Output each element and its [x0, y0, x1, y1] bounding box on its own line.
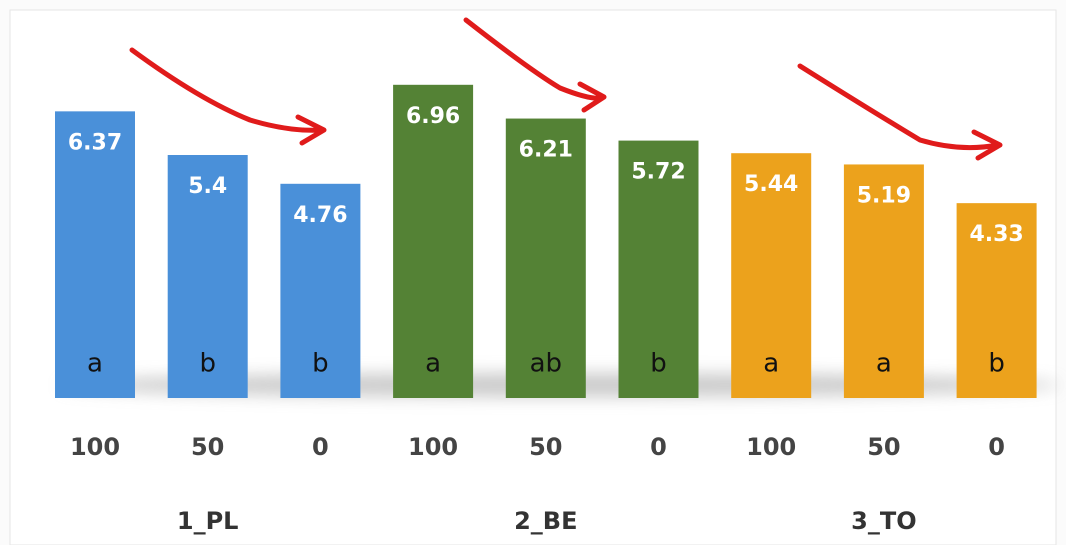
- letter-label: a: [425, 349, 441, 379]
- x-tick-label: 50: [191, 433, 224, 461]
- value-label: 6.21: [519, 138, 573, 163]
- x-tick-label: 0: [988, 433, 1005, 461]
- bar: [731, 153, 812, 398]
- bar: [956, 203, 1037, 398]
- bar: [55, 111, 135, 398]
- letter-label: b: [650, 349, 667, 379]
- value-label: 6.37: [68, 130, 122, 155]
- letter-label: b: [988, 349, 1005, 379]
- x-tick-label: 50: [529, 433, 562, 461]
- value-label: 5.4: [188, 174, 227, 199]
- x-tick-label: 100: [746, 433, 796, 461]
- x-tick-label: 0: [312, 433, 329, 461]
- value-label: 5.72: [631, 160, 685, 185]
- bar: [618, 140, 699, 398]
- bar: [843, 164, 924, 398]
- value-label: 4.33: [969, 222, 1023, 247]
- letter-label: b: [199, 349, 216, 379]
- group-label: 3_TO: [851, 507, 916, 535]
- bar: [167, 155, 248, 398]
- letter-label: ab: [530, 349, 562, 379]
- letter-label: b: [312, 349, 329, 379]
- arrow: [129, 47, 327, 146]
- value-label: 5.19: [857, 183, 911, 208]
- letter-label: a: [87, 349, 103, 379]
- bar: [505, 118, 586, 399]
- x-tick-label: 0: [650, 433, 667, 461]
- value-label: 5.44: [744, 172, 798, 197]
- value-label: 6.96: [406, 104, 460, 129]
- x-tick-label: 100: [70, 433, 120, 461]
- group-label: 1_PL: [177, 507, 239, 535]
- arrow: [797, 63, 1003, 161]
- bar: [280, 183, 361, 398]
- x-tick-label: 100: [408, 433, 458, 461]
- x-tick-label: 50: [867, 433, 900, 461]
- letter-label: a: [763, 349, 779, 379]
- arrow: [463, 17, 607, 113]
- bar: [393, 84, 474, 399]
- value-label: 4.76: [293, 203, 347, 228]
- letter-label: a: [876, 349, 892, 379]
- group-label: 2_BE: [514, 507, 577, 535]
